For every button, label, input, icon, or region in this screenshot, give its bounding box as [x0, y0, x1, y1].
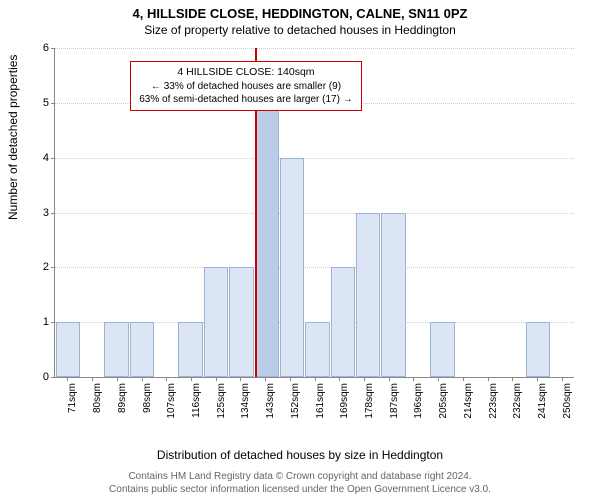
x-tick-label: 125sqm — [216, 383, 227, 419]
footer-attribution: Contains HM Land Registry data © Crown c… — [0, 471, 600, 496]
x-tick-label: 196sqm — [413, 383, 424, 419]
x-tick-label: 223sqm — [488, 383, 499, 419]
footer-line-1: Contains HM Land Registry data © Crown c… — [0, 471, 600, 484]
histogram-bar — [178, 322, 202, 377]
x-tick-label: 205sqm — [438, 383, 449, 419]
x-tick-label: 143sqm — [265, 383, 276, 419]
chart-title: 4, HILLSIDE CLOSE, HEDDINGTON, CALNE, SN… — [0, 6, 600, 21]
title-block: 4, HILLSIDE CLOSE, HEDDINGTON, CALNE, SN… — [0, 0, 600, 37]
annotation-larger-line: 63% of semi-detached houses are larger (… — [139, 93, 352, 106]
histogram-bar — [255, 103, 279, 377]
histogram-bar — [56, 322, 80, 377]
x-tick-label: 152sqm — [290, 383, 301, 419]
x-tick-label: 241sqm — [537, 383, 548, 419]
histogram-bar — [381, 213, 405, 378]
x-tick-label: 134sqm — [240, 383, 251, 419]
annotation-title: 4 HILLSIDE CLOSE: 140sqm — [139, 66, 352, 80]
histogram-bar — [526, 322, 550, 377]
histogram-bar — [280, 158, 304, 377]
histogram-bar — [305, 322, 329, 377]
histogram-bar — [430, 322, 454, 377]
x-axis-label: Distribution of detached houses by size … — [0, 448, 600, 462]
y-tick-label: 1 — [43, 316, 55, 328]
x-tick-label: 187sqm — [389, 383, 400, 419]
x-tick-label: 89sqm — [117, 383, 128, 413]
x-tick-label: 107sqm — [166, 383, 177, 419]
plot-area: 012345671sqm80sqm89sqm98sqm107sqm116sqm1… — [54, 48, 574, 378]
x-tick-label: 71sqm — [67, 383, 78, 413]
x-tick-label: 161sqm — [315, 383, 326, 419]
x-tick-label: 116sqm — [191, 383, 202, 418]
annotation-smaller-line: ← 33% of detached houses are smaller (9) — [139, 80, 352, 93]
histogram-bar — [130, 322, 154, 377]
y-tick-label: 5 — [43, 97, 55, 109]
y-tick-label: 2 — [43, 261, 55, 273]
y-tick-label: 6 — [43, 42, 55, 54]
x-tick-label: 98sqm — [142, 383, 153, 413]
x-tick-label: 232sqm — [512, 383, 523, 419]
histogram-bar — [356, 213, 380, 378]
histogram-bar — [229, 267, 253, 377]
histogram-bar — [204, 267, 228, 377]
x-tick-label: 178sqm — [364, 383, 375, 419]
x-tick-label: 214sqm — [463, 383, 474, 419]
histogram-bar — [331, 267, 355, 377]
chart-subtitle: Size of property relative to detached ho… — [0, 23, 600, 37]
x-tick-label: 80sqm — [92, 383, 103, 413]
y-tick-label: 0 — [43, 371, 55, 383]
y-tick-label: 3 — [43, 207, 55, 219]
y-axis-label: Number of detached properties — [6, 55, 20, 220]
x-tick-label: 169sqm — [339, 383, 350, 419]
footer-line-2: Contains public sector information licen… — [0, 484, 600, 497]
histogram-bar — [104, 322, 128, 377]
annotation-box: 4 HILLSIDE CLOSE: 140sqm← 33% of detache… — [130, 61, 361, 111]
y-tick-label: 4 — [43, 152, 55, 164]
x-tick-label: 250sqm — [562, 383, 573, 419]
